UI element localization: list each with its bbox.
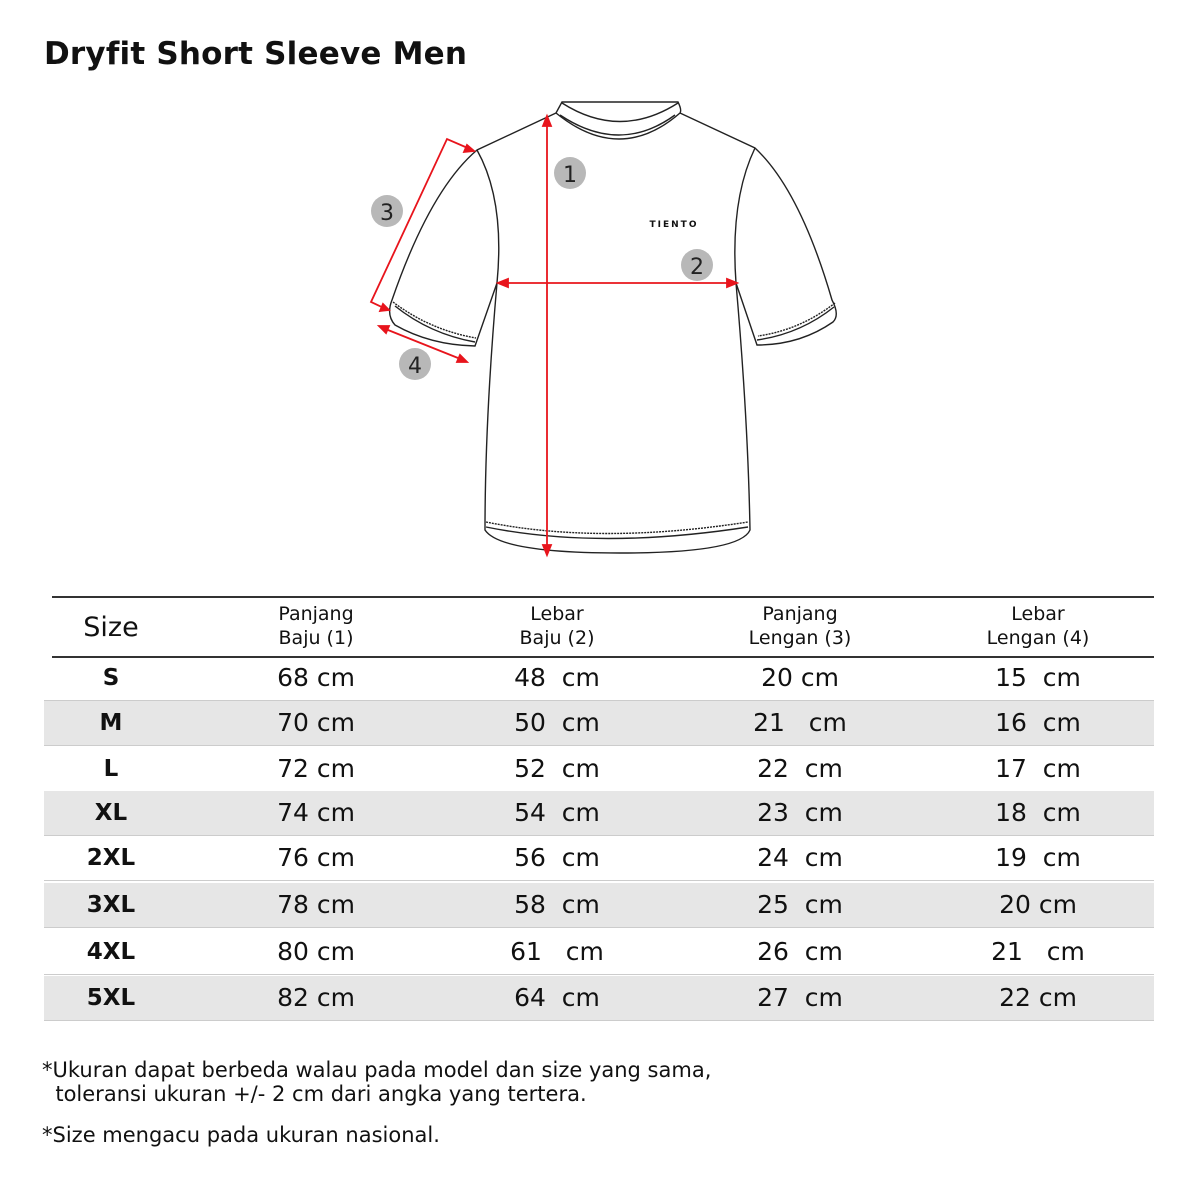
table-row: 2XL 76 cm 56 cm 24 cm 19 cm (44, 836, 1154, 881)
sleeve-length-line (369, 137, 471, 310)
measurement-cell: 52 cm (514, 754, 600, 783)
size-label: L (103, 756, 119, 782)
measurement-cell: 25 cm (757, 890, 843, 919)
page-title: Dryfit Short Sleeve Men (44, 36, 468, 72)
tshirt-diagram: TIENTO 1 2 3 4 (369, 101, 837, 558)
measurement-cell: 72 cm (277, 754, 355, 783)
measurement-cell: 50 cm (514, 708, 600, 737)
tshirt-outline (388, 101, 837, 554)
header-panjang-baju: Panjang Baju (1) (278, 603, 354, 649)
measure-lines (369, 113, 740, 558)
measurement-cell: 27 cm (757, 983, 843, 1012)
measurement-cell: 76 cm (277, 843, 355, 872)
measurement-cell: 78 cm (277, 890, 355, 919)
size-label: XL (94, 800, 128, 826)
size-label: M (99, 710, 123, 736)
measurement-cell: 21 cm (991, 937, 1085, 966)
note-tolerance-1: *Ukuran dapat berbeda walau pada model d… (42, 1058, 712, 1082)
table-row: 3XL 78 cm 58 cm 25 cm 20 cm (44, 883, 1154, 928)
note-tolerance-2: toleransi ukuran +/- 2 cm dari angka yan… (42, 1082, 587, 1106)
table-row: S 68 cm 48 cm 20 cm 15 cm (44, 656, 1154, 701)
measurement-cell: 70 cm (277, 708, 355, 737)
measurement-cell: 20 cm (999, 890, 1077, 919)
measurement-cell: 64 cm (514, 983, 600, 1012)
size-label: 2XL (86, 845, 136, 871)
measurement-cell: 80 cm (277, 937, 355, 966)
header-lebar-lengan: Lebar Lengan (4) (986, 603, 1090, 649)
measurement-cell: 54 cm (514, 798, 600, 827)
marker-3: 3 (371, 195, 403, 227)
measurement-cell: 21 cm (753, 708, 847, 737)
measurement-cell: 23 cm (757, 798, 843, 827)
measurement-cell: 19 cm (995, 843, 1081, 872)
marker-2: 2 (681, 249, 713, 281)
header-size: Size (83, 612, 139, 643)
measurement-cell: 15 cm (995, 663, 1081, 692)
measurement-cell: 82 cm (277, 983, 355, 1012)
table-row: 4XL 80 cm 61 cm 26 cm 21 cm (44, 930, 1154, 975)
svg-text:4: 4 (408, 354, 422, 379)
table-header: Size Panjang Baju (1) Lebar Baju (2) Panja… (52, 596, 1154, 658)
svg-text:3: 3 (380, 201, 394, 226)
measurement-cell: 22 cm (999, 983, 1077, 1012)
measurement-cell: 58 cm (514, 890, 600, 919)
size-label: 5XL (86, 985, 136, 1011)
marker-4: 4 (399, 348, 431, 380)
brand-logo: TIENTO (650, 220, 699, 230)
measurement-cell: 20 cm (761, 663, 839, 692)
measurement-cell: 18 cm (995, 798, 1081, 827)
sleeve-width-line (382, 327, 464, 361)
measurement-cell: 74 cm (277, 798, 355, 827)
size-label: 3XL (86, 892, 136, 918)
header-panjang-lengan: Panjang Lengan (3) (748, 603, 852, 649)
measurement-cell: 68 cm (277, 663, 355, 692)
size-label: 4XL (86, 939, 136, 965)
measurement-cell: 22 cm (757, 754, 843, 783)
table-row: 5XL 82 cm 64 cm 27 cm 22 cm (44, 976, 1154, 1021)
measurement-cell: 17 cm (995, 754, 1081, 783)
size-label: S (102, 665, 120, 691)
marker-1: 1 (554, 157, 586, 189)
table-row: M 70 cm 50 cm 21 cm 16 cm (44, 701, 1154, 746)
measurement-cell: 56 cm (514, 843, 600, 872)
header-lebar-baju: Lebar Baju (2) (519, 603, 595, 649)
table-row: L 72 cm 52 cm 22 cm 17 cm (44, 747, 1154, 792)
note-national-size: *Size mengacu pada ukuran nasional. (42, 1123, 440, 1147)
measurement-cell: 48 cm (514, 663, 600, 692)
svg-text:1: 1 (563, 163, 577, 188)
measurement-cell: 26 cm (757, 937, 843, 966)
measurement-cell: 61 cm (510, 937, 604, 966)
measurement-cell: 16 cm (995, 708, 1081, 737)
table-row: XL 74 cm 54 cm 23 cm 18 cm (44, 791, 1154, 836)
measurement-cell: 24 cm (757, 843, 843, 872)
svg-text:2: 2 (690, 255, 704, 280)
